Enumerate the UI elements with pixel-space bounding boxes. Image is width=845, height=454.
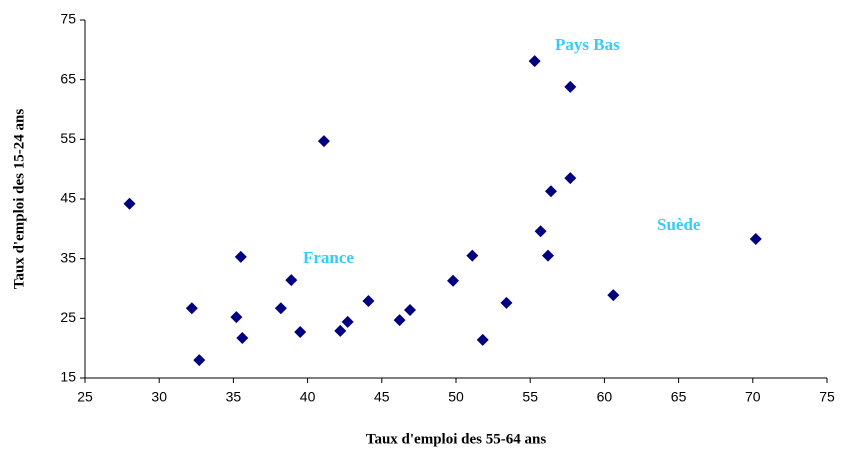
- point: [403, 303, 416, 316]
- x-axis-label: Taux d'emploi des 55-64 ans: [366, 431, 546, 447]
- x-tick-label: 40: [300, 389, 316, 405]
- annotation: France: [303, 248, 354, 267]
- point: [476, 333, 489, 346]
- point: [234, 250, 247, 263]
- y-tick-label: 25: [60, 309, 76, 325]
- x-tick-label: 65: [671, 389, 687, 405]
- point: [230, 311, 243, 324]
- point: [274, 302, 287, 315]
- x-tick-label: 75: [819, 389, 835, 405]
- point: [564, 80, 577, 93]
- annotation: Suède: [657, 215, 701, 234]
- y-tick-label: 45: [60, 190, 76, 206]
- x-tick-label: 60: [597, 389, 613, 405]
- x-tick-label: 55: [522, 389, 538, 405]
- annotation: Pays Bas: [555, 35, 620, 54]
- x-tick-label: 70: [745, 389, 761, 405]
- point: [542, 249, 555, 262]
- y-tick-label: 15: [60, 369, 76, 385]
- y-tick-label: 55: [60, 130, 76, 146]
- point: [544, 185, 557, 198]
- point: [534, 225, 547, 238]
- y-tick-label: 65: [60, 70, 76, 86]
- point: [285, 274, 298, 287]
- point: [334, 324, 347, 337]
- point: [749, 232, 762, 245]
- point: [564, 172, 577, 185]
- y-tick-label: 75: [60, 11, 76, 27]
- point: [466, 249, 479, 262]
- point: [193, 354, 206, 367]
- point: [362, 295, 375, 308]
- x-tick-label: 50: [448, 389, 464, 405]
- point: [294, 326, 307, 339]
- point: [500, 296, 513, 309]
- point: [607, 289, 620, 302]
- point: [341, 315, 354, 328]
- y-axis-label: Taux d'emploi des 15-24 ans: [11, 109, 27, 289]
- x-tick-label: 45: [374, 389, 390, 405]
- point: [236, 332, 249, 345]
- x-tick-label: 30: [151, 389, 167, 405]
- point: [447, 274, 460, 287]
- x-tick-label: 35: [226, 389, 242, 405]
- point: [393, 314, 406, 327]
- x-tick-label: 25: [77, 389, 93, 405]
- point: [317, 135, 330, 148]
- y-tick-label: 35: [60, 249, 76, 265]
- point: [528, 55, 541, 68]
- point: [185, 302, 198, 315]
- point: [123, 197, 136, 210]
